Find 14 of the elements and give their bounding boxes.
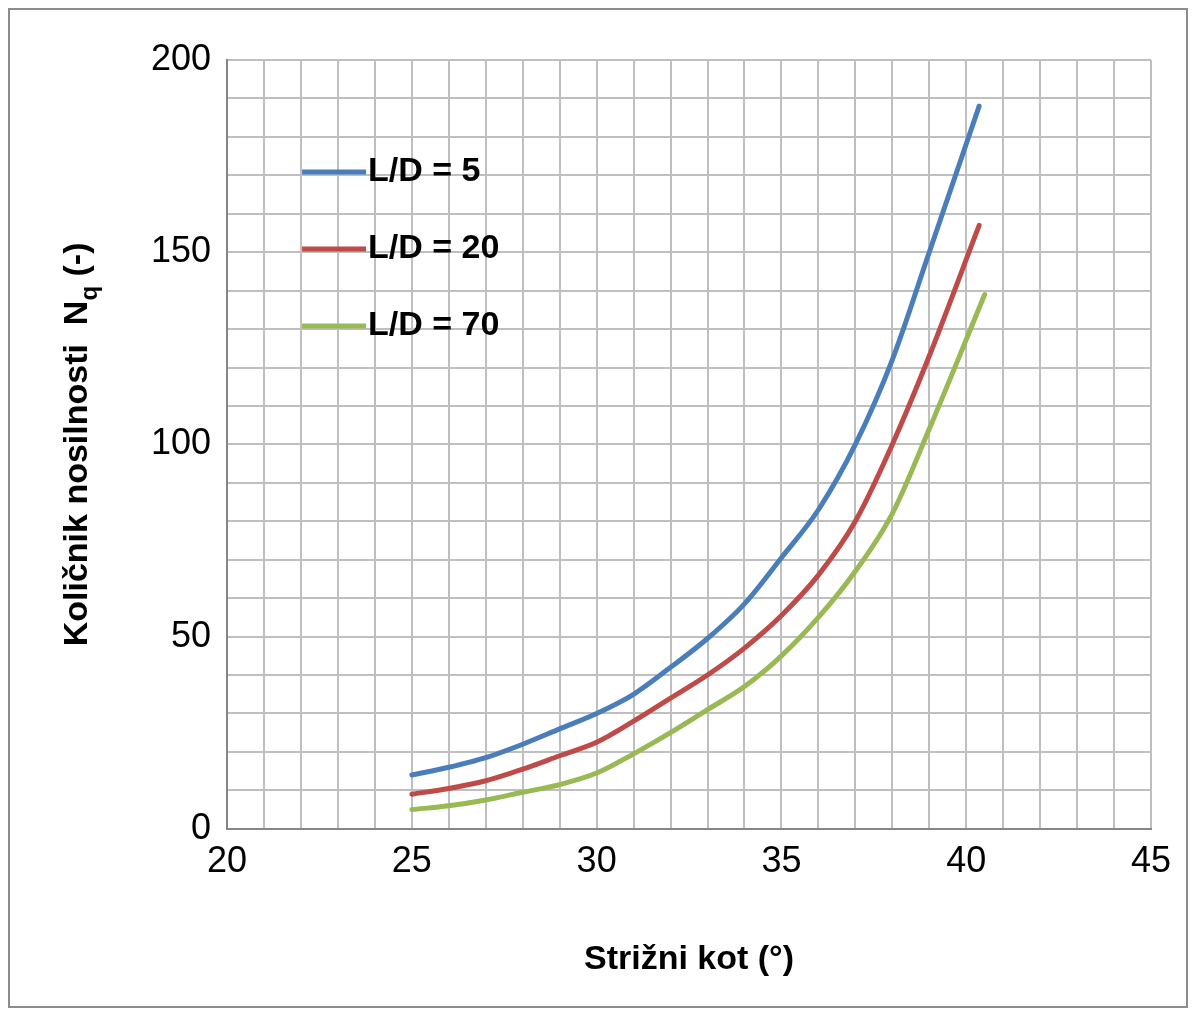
y-tick-label: 100 [150,421,212,463]
x-tick-label: 25 [391,839,432,881]
x-tick-label: 30 [576,839,617,881]
y-tick-label: 150 [150,229,212,271]
y-tick-label: 200 [150,36,212,78]
legend-label: L/D = 70 [368,304,500,343]
x-tick-label: 35 [761,839,802,881]
x-axis-title: Strižni kot (°) [584,937,795,976]
legend-label: L/D = 5 [368,150,481,189]
legend-label: L/D = 20 [368,227,500,266]
y-axis-title: Količnik nosilnosti Nq (-) [56,242,103,647]
x-tick-label: 40 [946,839,987,881]
y-tick-label: 50 [171,613,212,655]
x-tick-label: 45 [1130,839,1172,881]
